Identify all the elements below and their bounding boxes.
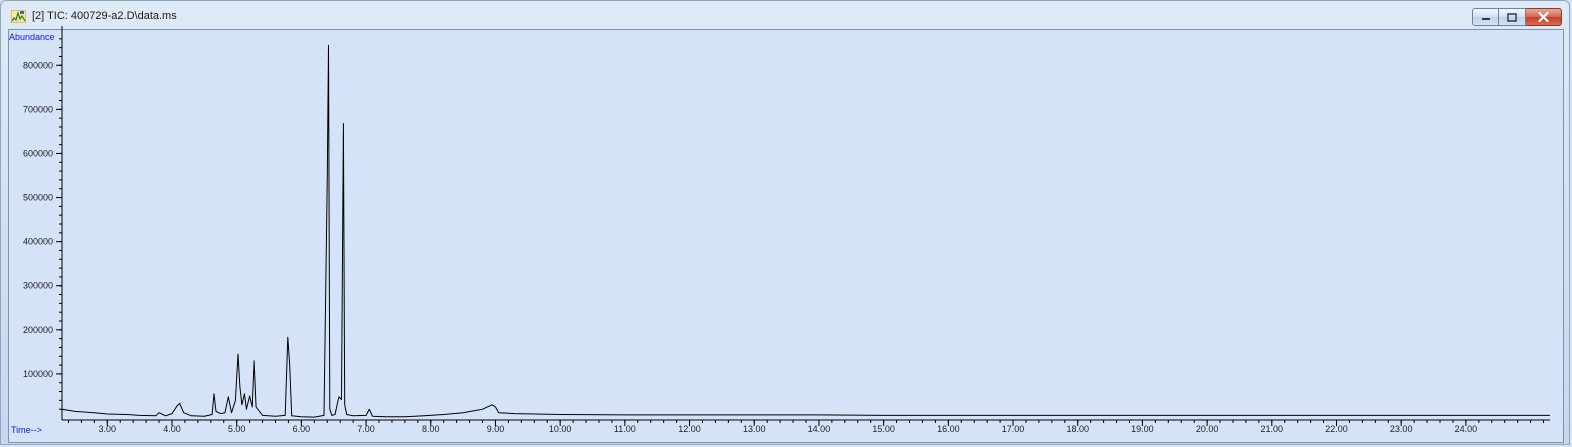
x-tick-label: 5.00: [228, 424, 246, 434]
y-tick-label: 800000: [23, 60, 53, 70]
y-tick-label: 400000: [23, 237, 53, 247]
x-tick-label: 11.00: [614, 424, 636, 434]
y-tick-label: 100000: [23, 369, 53, 379]
close-icon: [1538, 12, 1549, 22]
x-tick-label: 14.00: [808, 424, 831, 434]
y-axis-label: Abundance: [9, 32, 55, 42]
y-tick-label: 500000: [23, 193, 53, 203]
y-axis: 100000 200000 300000 400000 500000 600000 7000…: [23, 26, 63, 420]
maximize-icon: [1507, 12, 1517, 22]
title-bar[interactable]: [2] TIC: 400729-a2.D\data.ms: [1, 1, 1569, 29]
minimize-button[interactable]: [1472, 8, 1499, 26]
x-tick-label: 23.00: [1390, 424, 1413, 434]
x-tick-label: 7.00: [357, 424, 375, 434]
x-tick-label: 20.00: [1196, 424, 1219, 434]
x-axis-label: Time-->: [11, 425, 42, 435]
y-tick-label: 700000: [23, 104, 53, 114]
chromatogram-app-icon: [11, 10, 26, 23]
tic-trace: [61, 44, 1550, 418]
y-tick-label: 200000: [23, 325, 53, 335]
x-tick-label: 3.00: [99, 424, 117, 434]
y-tick-label: 300000: [23, 281, 53, 291]
x-tick-label: 21.00: [1261, 424, 1284, 434]
plot-area[interactable]: [8, 29, 1564, 443]
minimize-icon: [1481, 18, 1490, 20]
x-tick-label: 15.00: [872, 424, 895, 434]
window-title: [2] TIC: 400729-a2.D\data.ms: [32, 10, 177, 22]
x-tick-label: 19.00: [1131, 424, 1154, 434]
x-tick-label: 18.00: [1066, 424, 1089, 434]
x-tick-label: 8.00: [422, 424, 440, 434]
x-tick-label: 17.00: [1002, 424, 1025, 434]
x-axis: 3.00 4.00 5.00 6.00 7.00 8.00 9.00 10.00 11.00 12…: [62, 419, 1550, 434]
x-tick-label: 4.00: [163, 424, 181, 434]
x-tick-label: 13.00: [743, 424, 766, 434]
x-tick-label: 24.00: [1455, 424, 1478, 434]
x-tick-label: 22.00: [1325, 424, 1348, 434]
trace-layer: [61, 44, 1550, 418]
x-tick-label: 12.00: [678, 424, 701, 434]
close-button[interactable]: [1526, 8, 1562, 26]
maximize-button[interactable]: [1499, 8, 1526, 26]
y-tick-label: 600000: [23, 148, 53, 158]
x-tick-label: 6.00: [293, 424, 311, 434]
x-tick-label: 9.00: [487, 424, 505, 434]
x-tick-label: 16.00: [937, 424, 960, 434]
x-tick-label: 10.00: [549, 424, 572, 434]
